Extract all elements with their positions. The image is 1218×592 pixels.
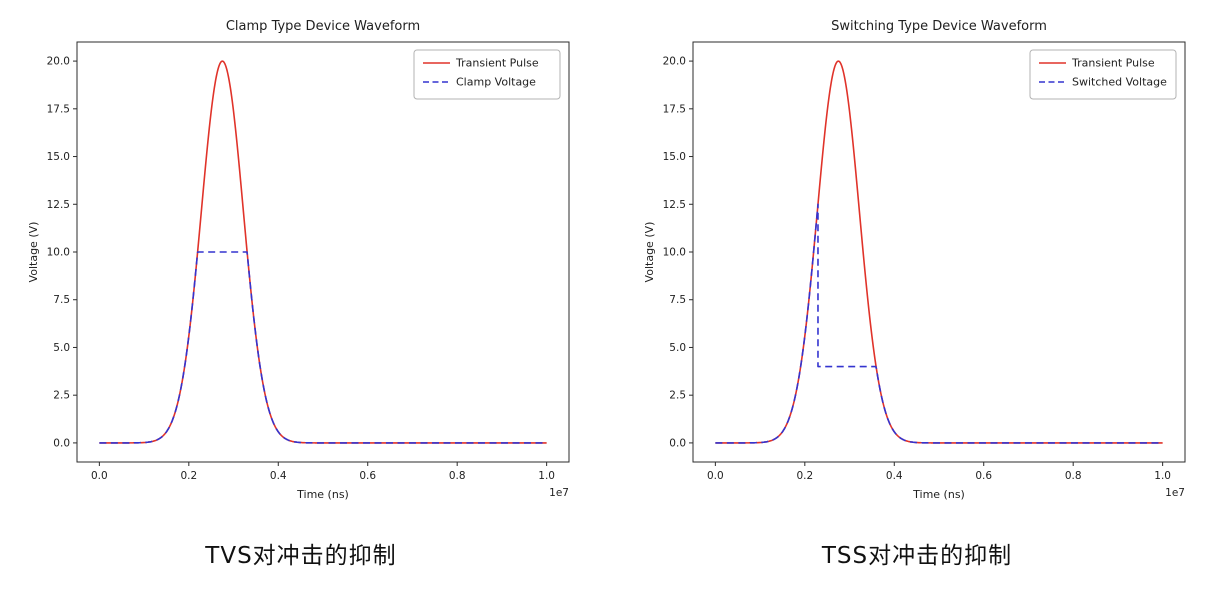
y-tick-label: 12.5	[47, 199, 70, 211]
y-tick-label: 0.0	[669, 437, 686, 449]
y-tick-label: 20.0	[663, 56, 686, 68]
y-tick-label: 17.5	[47, 103, 70, 115]
switching-figure-caption: TSS对冲击的抑制	[821, 543, 1013, 569]
x-tick-label: 0.6	[975, 470, 992, 482]
y-tick-label: 7.5	[53, 294, 70, 306]
legend-box	[1029, 49, 1177, 100]
legend-box	[413, 49, 561, 100]
y-tick-label: 15.0	[663, 151, 686, 163]
y-tick-label: 15.0	[47, 151, 70, 163]
x-tick-label: 0.0	[707, 470, 724, 482]
legend-label-transient-pulse: Transient Pulse	[1071, 57, 1155, 70]
chart-svg: Clamp Type Device Waveform 0.0 0.2 0.4 0.6 0.…	[17, 6, 585, 518]
x-offset-label: 1e7	[1165, 487, 1185, 499]
switching-device-figure: Switching Type Device Waveform 0.0 0.2 0.4 0…	[633, 6, 1201, 570]
x-tick-label: 0.2	[180, 470, 197, 482]
y-tick-label: 10.0	[47, 247, 70, 259]
series-switched-voltage	[715, 203, 1163, 444]
y-axis-label: Voltage (V)	[643, 222, 656, 283]
clamp-device-figure: Clamp Type Device Waveform 0.0 0.2 0.4 0.6 0.…	[17, 6, 585, 570]
chart-svg: Switching Type Device Waveform 0.0 0.2 0.4 0…	[633, 6, 1201, 518]
y-tick-label: 5.0	[669, 342, 686, 354]
x-tick-label: 0.2	[796, 470, 813, 482]
x-tick-label: 0.6	[359, 470, 376, 482]
x-tick-label: 0.8	[1065, 470, 1082, 482]
switching-waveform-chart: Switching Type Device Waveform 0.0 0.2 0.4 0…	[633, 6, 1201, 518]
x-tick-label: 1.0	[1154, 470, 1171, 482]
clamp-figure-caption: TVS对冲击的抑制	[205, 543, 397, 569]
y-tick-label: 2.5	[669, 390, 686, 402]
y-tick-label: 20.0	[47, 56, 70, 68]
x-axis-label: Time (ns)	[296, 488, 349, 501]
x-tick-label: 0.8	[449, 470, 466, 482]
y-tick-label: 10.0	[663, 247, 686, 259]
clamp-waveform-chart: Clamp Type Device Waveform 0.0 0.2 0.4 0.6 0.…	[17, 6, 585, 518]
y-tick-label: 2.5	[53, 390, 70, 402]
y-tick-label: 5.0	[53, 342, 70, 354]
y-tick-label: 12.5	[663, 199, 686, 211]
y-axis-label: Voltage (V)	[27, 222, 40, 283]
x-tick-label: 1.0	[538, 470, 555, 482]
chart-title: Clamp Type Device Waveform	[226, 19, 420, 34]
y-tick-label: 7.5	[669, 294, 686, 306]
series-clamp-voltage	[99, 251, 547, 444]
chart-title: Switching Type Device Waveform	[831, 19, 1047, 34]
x-tick-label: 0.4	[270, 470, 287, 482]
x-axis-label: Time (ns)	[912, 488, 965, 501]
x-offset-label: 1e7	[549, 487, 569, 499]
y-tick-label: 0.0	[53, 437, 70, 449]
x-tick-label: 0.4	[886, 470, 903, 482]
y-tick-label: 17.5	[663, 103, 686, 115]
legend-label-transient-pulse: Transient Pulse	[455, 57, 539, 70]
legend-label-switched-voltage: Switched Voltage	[1072, 76, 1167, 89]
x-tick-label: 0.0	[91, 470, 108, 482]
legend-label-clamp-voltage: Clamp Voltage	[456, 76, 536, 89]
